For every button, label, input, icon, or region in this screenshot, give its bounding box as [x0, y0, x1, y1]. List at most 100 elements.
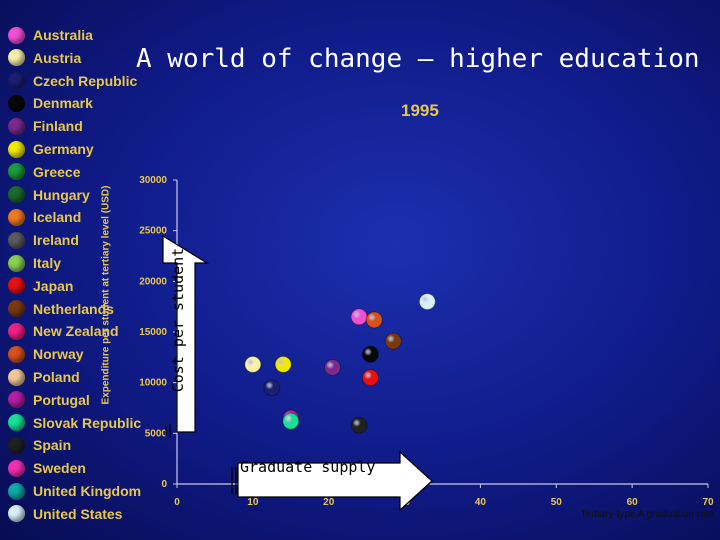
x-tick-label: 50 — [551, 497, 563, 508]
legend-label: Japan — [33, 277, 74, 294]
legend-swatch — [8, 300, 25, 318]
legend-label: Australia — [33, 27, 93, 43]
legend-item: Czech Republic — [8, 70, 137, 92]
axes: 0500010000150002000025000300000102030405… — [139, 175, 714, 508]
legend-swatch — [8, 254, 25, 272]
legend-item: United States — [8, 503, 122, 525]
x-tick-label: 0 — [174, 497, 180, 508]
legend-item: Japan — [8, 275, 73, 297]
y-tick-label: 10000 — [139, 378, 167, 389]
legend-label: Italy — [33, 255, 62, 271]
legend-label: Poland — [33, 369, 80, 385]
data-point — [350, 308, 368, 326]
legend-swatch — [8, 482, 25, 500]
data-point — [384, 332, 402, 350]
legend-item: Slovak Republic — [8, 412, 141, 434]
x-tick-label: 70 — [702, 497, 714, 508]
legend-swatch — [8, 49, 25, 67]
legend-swatch — [8, 163, 25, 181]
legend-item: Norway — [8, 343, 84, 365]
chart-title: A world of change – higher education — [136, 44, 700, 74]
data-point — [361, 369, 379, 387]
y-tick-label: 20000 — [139, 276, 167, 287]
legend-swatch — [8, 459, 25, 477]
legend-item: Austria — [8, 47, 81, 69]
legend-item: Denmark — [8, 92, 93, 114]
legend-label: Slovak Republic — [33, 414, 142, 431]
legend-item: Spain — [8, 434, 71, 456]
legend-swatch — [8, 414, 25, 432]
up-arrow-shape — [162, 234, 210, 433]
legend-item: Australia — [8, 24, 93, 46]
x-tick-label: 10 — [247, 497, 259, 508]
legend-swatch — [8, 231, 25, 249]
legend-item: Netherlands — [8, 298, 114, 320]
legend-item: Greece — [8, 161, 80, 183]
x-tick-label: 40 — [475, 497, 487, 508]
legend-swatch — [8, 277, 25, 295]
legend-swatch — [8, 94, 25, 112]
y-tick-label: 5000 — [145, 428, 168, 439]
legend-item: Italy — [8, 252, 61, 274]
chart-year: 1995 — [401, 101, 439, 120]
legend-swatch — [8, 391, 25, 409]
up-arrow-tail — [165, 424, 171, 438]
data-points — [244, 293, 436, 434]
legend-swatch — [8, 322, 25, 340]
legend-item: Iceland — [8, 206, 81, 228]
x-axis-label: Tertiary-type A graduation rate — [580, 509, 714, 520]
data-point — [350, 416, 368, 434]
y-tick-label: 30000 — [139, 175, 167, 186]
legend-item: Hungary — [8, 184, 90, 206]
legend-item: New Zealand — [8, 320, 119, 342]
data-point — [282, 412, 300, 430]
x-tick-label: 20 — [323, 497, 335, 508]
legend-label: Czech Republic — [33, 72, 138, 89]
cost-per-student-label: Cost per student — [169, 247, 187, 393]
legend-label: Finland — [33, 118, 83, 135]
legend-swatch — [8, 436, 25, 454]
legend-swatch — [8, 117, 25, 135]
legend-item: Portugal — [8, 389, 90, 411]
legend-swatch — [8, 208, 25, 226]
data-point — [324, 358, 342, 376]
y-tick-label: 15000 — [139, 327, 167, 338]
legend-swatch — [8, 26, 25, 44]
data-point — [365, 311, 383, 329]
data-point — [263, 379, 281, 397]
legend-item: Poland — [8, 366, 80, 388]
legend-item: Sweden — [8, 457, 86, 479]
arrows — [162, 234, 433, 512]
legend-label: Greece — [33, 163, 81, 180]
legend-item: Ireland — [8, 229, 79, 251]
x-tick-label: 60 — [627, 497, 639, 508]
data-point — [274, 355, 292, 373]
legend-swatch — [8, 186, 25, 204]
legend-swatch — [8, 345, 25, 363]
data-point — [418, 293, 436, 311]
legend-label: Netherlands — [33, 300, 114, 317]
legend-label: Sweden — [33, 460, 86, 477]
legend-label: Portugal — [33, 391, 90, 408]
legend-swatch — [8, 140, 25, 158]
legend-label: United States — [33, 505, 123, 522]
legend-swatch — [8, 368, 25, 386]
legend-item: Germany — [8, 138, 94, 160]
legend-label: United Kingdom — [33, 483, 142, 499]
y-tick-label: 0 — [161, 479, 167, 490]
legend-label: Spain — [33, 437, 72, 454]
legend-label: Hungary — [33, 186, 90, 203]
legend-label: New Zealand — [33, 323, 119, 340]
legend-label: Norway — [33, 346, 84, 363]
right-arrow-shape — [237, 450, 433, 512]
legend-label: Iceland — [33, 209, 82, 226]
data-point — [244, 355, 262, 373]
legend-swatch — [8, 505, 25, 523]
right-arrow-tail — [231, 467, 237, 494]
y-tick-label: 25000 — [139, 226, 167, 237]
legend-label: Ireland — [33, 232, 79, 249]
legend-label: Austria — [33, 49, 82, 66]
legend-item: United Kingdom — [8, 480, 141, 502]
legend-label: Germany — [33, 141, 94, 157]
